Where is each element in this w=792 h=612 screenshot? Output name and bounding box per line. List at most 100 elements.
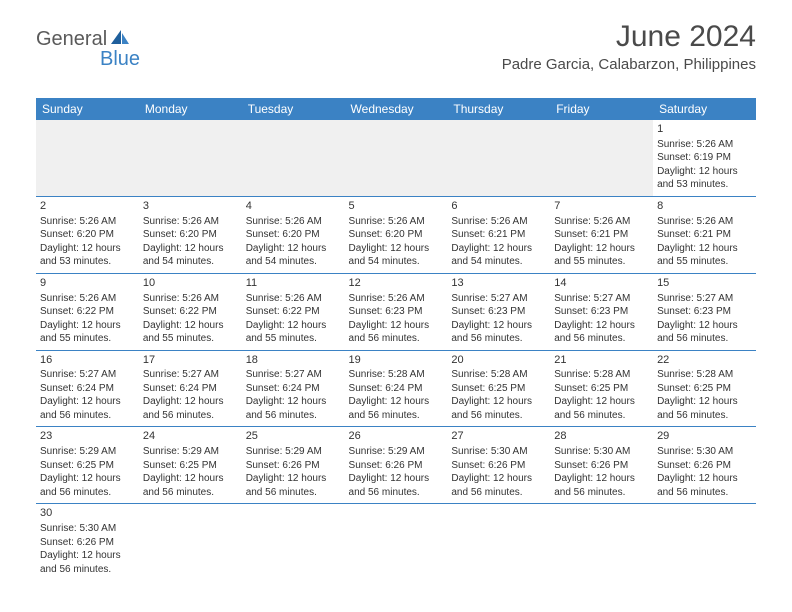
day-sunrise: Sunrise: 5:28 AM	[349, 368, 444, 382]
day-sunrise: Sunrise: 5:28 AM	[657, 368, 752, 382]
day-day1: Daylight: 12 hours	[40, 395, 135, 409]
day-sunrise: Sunrise: 5:27 AM	[143, 368, 238, 382]
day-day2: and 56 minutes.	[657, 332, 752, 346]
calendar-row: 1Sunrise: 5:26 AMSunset: 6:19 PMDaylight…	[36, 120, 756, 196]
day-sunset: Sunset: 6:26 PM	[349, 459, 444, 473]
day-sunset: Sunset: 6:26 PM	[246, 459, 341, 473]
day-day2: and 56 minutes.	[451, 486, 546, 500]
empty-cell	[550, 504, 653, 580]
empty-cell	[242, 120, 345, 196]
day-number: 11	[246, 276, 341, 291]
day-number: 6	[451, 199, 546, 214]
day-sunset: Sunset: 6:19 PM	[657, 151, 752, 165]
day-day1: Daylight: 12 hours	[657, 472, 752, 486]
day-cell: 22Sunrise: 5:28 AMSunset: 6:25 PMDayligh…	[653, 350, 756, 427]
day-day2: and 56 minutes.	[246, 486, 341, 500]
day-day1: Daylight: 12 hours	[451, 472, 546, 486]
day-day1: Daylight: 12 hours	[349, 319, 444, 333]
weekday-header: Saturday	[653, 98, 756, 120]
day-cell: 27Sunrise: 5:30 AMSunset: 6:26 PMDayligh…	[447, 427, 550, 504]
day-number: 19	[349, 353, 444, 368]
page-title: June 2024	[502, 20, 756, 54]
day-day1: Daylight: 12 hours	[40, 319, 135, 333]
day-day2: and 53 minutes.	[657, 178, 752, 192]
day-cell: 4Sunrise: 5:26 AMSunset: 6:20 PMDaylight…	[242, 196, 345, 273]
day-day2: and 56 minutes.	[657, 486, 752, 500]
day-day1: Daylight: 12 hours	[40, 549, 135, 563]
day-day2: and 56 minutes.	[554, 409, 649, 423]
day-cell: 1Sunrise: 5:26 AMSunset: 6:19 PMDaylight…	[653, 120, 756, 196]
day-sunrise: Sunrise: 5:30 AM	[40, 522, 135, 536]
day-number: 25	[246, 429, 341, 444]
day-number: 27	[451, 429, 546, 444]
day-number: 9	[40, 276, 135, 291]
day-day2: and 55 minutes.	[40, 332, 135, 346]
day-cell: 2Sunrise: 5:26 AMSunset: 6:20 PMDaylight…	[36, 196, 139, 273]
day-day1: Daylight: 12 hours	[349, 472, 444, 486]
empty-cell	[242, 504, 345, 580]
day-number: 17	[143, 353, 238, 368]
calendar-row: 16Sunrise: 5:27 AMSunset: 6:24 PMDayligh…	[36, 350, 756, 427]
day-number: 4	[246, 199, 341, 214]
day-sunrise: Sunrise: 5:26 AM	[246, 215, 341, 229]
day-day2: and 55 minutes.	[246, 332, 341, 346]
location-text: Padre Garcia, Calabarzon, Philippines	[502, 56, 756, 73]
day-cell: 23Sunrise: 5:29 AMSunset: 6:25 PMDayligh…	[36, 427, 139, 504]
day-number: 26	[349, 429, 444, 444]
day-number: 29	[657, 429, 752, 444]
day-cell: 8Sunrise: 5:26 AMSunset: 6:21 PMDaylight…	[653, 196, 756, 273]
day-cell: 5Sunrise: 5:26 AMSunset: 6:20 PMDaylight…	[345, 196, 448, 273]
day-number: 28	[554, 429, 649, 444]
day-cell: 3Sunrise: 5:26 AMSunset: 6:20 PMDaylight…	[139, 196, 242, 273]
calendar-table: Sunday Monday Tuesday Wednesday Thursday…	[36, 98, 756, 580]
day-sunrise: Sunrise: 5:29 AM	[246, 445, 341, 459]
day-day2: and 54 minutes.	[143, 255, 238, 269]
day-number: 21	[554, 353, 649, 368]
day-day1: Daylight: 12 hours	[40, 242, 135, 256]
day-sunset: Sunset: 6:24 PM	[349, 382, 444, 396]
day-day2: and 56 minutes.	[40, 409, 135, 423]
brand-blue: Blue	[100, 48, 140, 70]
brand-general: General	[36, 28, 107, 51]
day-cell: 13Sunrise: 5:27 AMSunset: 6:23 PMDayligh…	[447, 273, 550, 350]
day-day2: and 56 minutes.	[451, 332, 546, 346]
day-day1: Daylight: 12 hours	[143, 242, 238, 256]
day-sunrise: Sunrise: 5:26 AM	[143, 215, 238, 229]
day-number: 13	[451, 276, 546, 291]
calendar-row: 23Sunrise: 5:29 AMSunset: 6:25 PMDayligh…	[36, 427, 756, 504]
day-day1: Daylight: 12 hours	[143, 472, 238, 486]
day-sunset: Sunset: 6:22 PM	[40, 305, 135, 319]
day-day1: Daylight: 12 hours	[349, 395, 444, 409]
day-day2: and 56 minutes.	[40, 486, 135, 500]
weekday-header-row: Sunday Monday Tuesday Wednesday Thursday…	[36, 98, 756, 120]
day-cell: 7Sunrise: 5:26 AMSunset: 6:21 PMDaylight…	[550, 196, 653, 273]
day-cell: 28Sunrise: 5:30 AMSunset: 6:26 PMDayligh…	[550, 427, 653, 504]
day-cell: 20Sunrise: 5:28 AMSunset: 6:25 PMDayligh…	[447, 350, 550, 427]
day-day2: and 55 minutes.	[143, 332, 238, 346]
empty-cell	[653, 504, 756, 580]
day-number: 1	[657, 122, 752, 137]
day-day1: Daylight: 12 hours	[246, 472, 341, 486]
day-number: 18	[246, 353, 341, 368]
day-day1: Daylight: 12 hours	[554, 472, 649, 486]
day-sunrise: Sunrise: 5:26 AM	[349, 292, 444, 306]
day-sunrise: Sunrise: 5:26 AM	[451, 215, 546, 229]
day-sunrise: Sunrise: 5:30 AM	[657, 445, 752, 459]
day-day1: Daylight: 12 hours	[451, 395, 546, 409]
day-sunset: Sunset: 6:25 PM	[657, 382, 752, 396]
day-sunrise: Sunrise: 5:28 AM	[554, 368, 649, 382]
day-day2: and 56 minutes.	[657, 409, 752, 423]
day-sunset: Sunset: 6:25 PM	[143, 459, 238, 473]
calendar-row: 2Sunrise: 5:26 AMSunset: 6:20 PMDaylight…	[36, 196, 756, 273]
day-number: 10	[143, 276, 238, 291]
empty-cell	[345, 120, 448, 196]
day-sunset: Sunset: 6:26 PM	[451, 459, 546, 473]
day-sunrise: Sunrise: 5:27 AM	[451, 292, 546, 306]
day-sunrise: Sunrise: 5:26 AM	[554, 215, 649, 229]
day-cell: 30Sunrise: 5:30 AMSunset: 6:26 PMDayligh…	[36, 504, 139, 580]
day-sunrise: Sunrise: 5:29 AM	[143, 445, 238, 459]
day-sunrise: Sunrise: 5:29 AM	[349, 445, 444, 459]
day-sunrise: Sunrise: 5:30 AM	[451, 445, 546, 459]
day-day2: and 56 minutes.	[349, 486, 444, 500]
day-day2: and 56 minutes.	[554, 486, 649, 500]
